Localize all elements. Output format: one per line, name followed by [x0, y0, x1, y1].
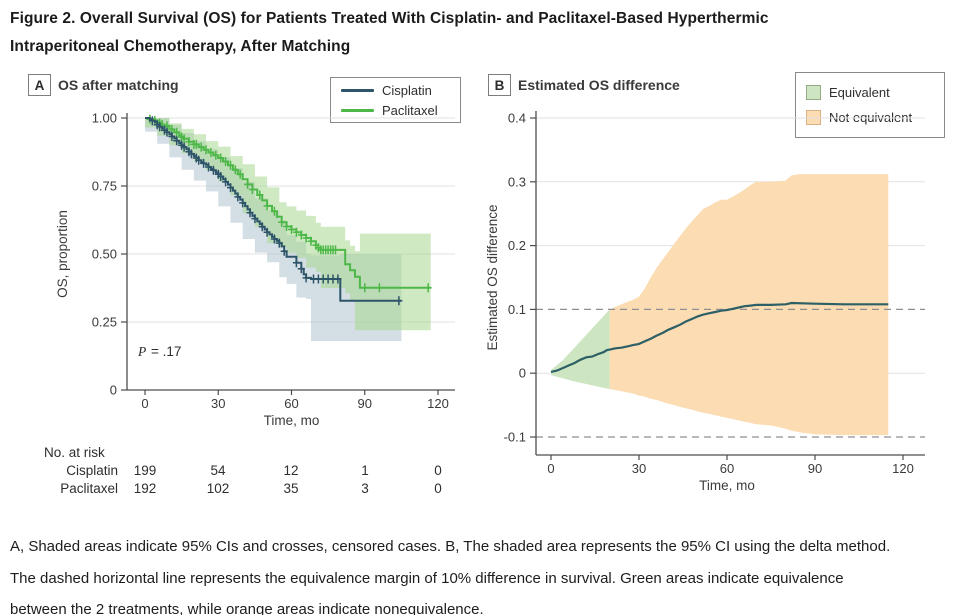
svg-text:60: 60: [720, 461, 734, 476]
legend-paclitaxel-label: Paclitaxel: [382, 102, 438, 118]
panel-a-label: A: [28, 74, 51, 96]
panel-b-label: B: [488, 74, 511, 96]
legend-item-equivalent: Equivalent: [806, 85, 934, 100]
svg-text:120: 120: [427, 396, 449, 411]
svg-text:-0.1: -0.1: [504, 430, 526, 445]
figure-title-line2: Intraperitoneal Chemotherapy, After Matc…: [10, 38, 351, 55]
equivalent-area: [551, 309, 610, 390]
svg-text:90: 90: [808, 461, 822, 476]
svg-text:0.2: 0.2: [508, 238, 526, 253]
risk-cisplatin-t90: 1: [361, 463, 369, 478]
km-chart-svg: 0 0.25 0.50 0.75 1.00 0 30 60 90 120 Time, mo OS, p…: [55, 111, 455, 428]
risk-paclitaxel-t0: 192: [133, 481, 157, 496]
caption-line2: The dashed horizontal line represents th…: [10, 569, 844, 587]
svg-text:60: 60: [284, 396, 298, 411]
panel-a-title: OS after matching: [58, 77, 179, 93]
risk-row-paclitaxel-name: Paclitaxel: [60, 481, 118, 496]
os-difference-chart-svg: -0.1 0 0.1 0.2 0.3 0.4 0 30 60 90 120 Time, mo Estim…: [485, 111, 925, 493]
svg-text:120: 120: [892, 461, 914, 476]
paclitaxel-line-swatch: [341, 108, 374, 112]
svg-text:Time, mo: Time, mo: [699, 478, 755, 493]
risk-paclitaxel-t120: 0: [434, 481, 442, 496]
svg-text:0: 0: [110, 383, 117, 398]
svg-text:0: 0: [547, 461, 554, 476]
svg-text:1.00: 1.00: [92, 111, 117, 126]
svg-text:0.4: 0.4: [508, 111, 526, 126]
os-difference-curve: [550, 301, 889, 373]
risk-table-label: No. at risk: [44, 445, 105, 460]
figure-title-line1: Figure 2. Overall Survival (OS) for Pati…: [10, 10, 769, 27]
risk-paclitaxel-t30: 102: [206, 481, 230, 496]
risk-cisplatin-t60: 12: [283, 463, 299, 478]
not-equivalent-area: [609, 174, 889, 436]
svg-text:0.3: 0.3: [508, 174, 526, 189]
svg-text:0.1: 0.1: [508, 302, 526, 317]
risk-cisplatin-t120: 0: [434, 463, 442, 478]
cisplatin-line-swatch: [341, 88, 374, 92]
equivalent-swatch: [806, 85, 821, 100]
svg-text:0: 0: [519, 366, 526, 381]
svg-text:30: 30: [632, 461, 646, 476]
svg-text:OS, proportion: OS, proportion: [55, 210, 70, 298]
p-value-symbol: P: [138, 344, 147, 359]
p-value-number: = .17: [147, 344, 182, 359]
caption-line3: between the 2 treatments, while orange a…: [10, 601, 484, 615]
svg-text:0.75: 0.75: [92, 179, 117, 194]
figure-title: Figure 2. Overall Survival (OS) for Pati…: [10, 5, 960, 61]
legend-equivalent-label: Equivalent: [829, 85, 890, 100]
svg-text:0.25: 0.25: [92, 315, 117, 330]
svg-text:Time, mo: Time, mo: [264, 413, 320, 428]
svg-text:0.50: 0.50: [92, 247, 117, 262]
risk-paclitaxel-t60: 35: [283, 481, 299, 496]
panel-b-legend: Equivalent Not equivalent: [795, 72, 945, 138]
risk-row-cisplatin-name: Cisplatin: [66, 463, 118, 478]
svg-text:90: 90: [358, 396, 372, 411]
svg-text:30: 30: [211, 396, 225, 411]
legend-cisplatin-label: Cisplatin: [382, 82, 432, 98]
svg-text:0: 0: [141, 396, 148, 411]
legend-item-cisplatin: Cisplatin: [341, 83, 450, 98]
legend-item-paclitaxel: Paclitaxel: [341, 103, 450, 118]
p-value: P = .17: [138, 344, 181, 360]
risk-cisplatin-t0: 199: [133, 463, 157, 478]
figure-caption: A, Shaded areas indicate 95% CIs and cro…: [10, 531, 960, 615]
caption-line1: A, Shaded areas indicate 95% CIs and cro…: [10, 538, 891, 555]
panel-b-title: Estimated OS difference: [518, 77, 680, 93]
cisplatin-censor-marks: [148, 116, 403, 306]
risk-cisplatin-t30: 54: [210, 463, 226, 478]
panel-a-legend: Cisplatin Paclitaxel: [330, 77, 461, 123]
svg-text:Estimated OS difference: Estimated OS difference: [485, 204, 500, 350]
risk-paclitaxel-t90: 3: [361, 481, 369, 496]
